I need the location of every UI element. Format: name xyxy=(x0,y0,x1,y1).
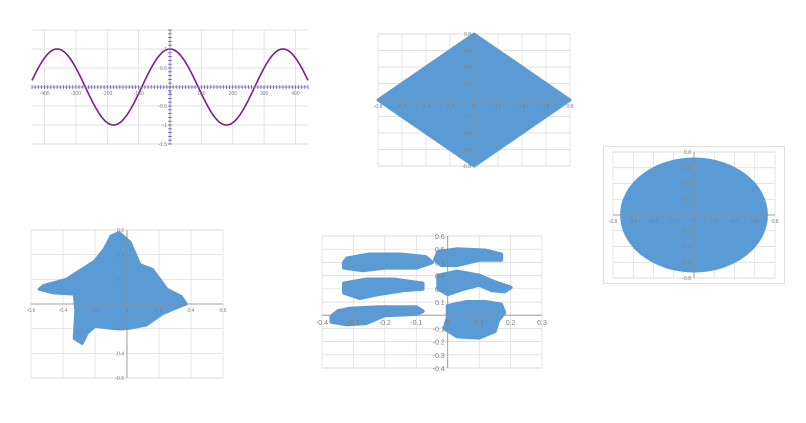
y-tick-label: 0.2 xyxy=(464,82,471,88)
y-tick-label: 0.4 xyxy=(117,253,124,259)
y-tick-label: 0.4 xyxy=(684,182,691,188)
y-tick-label: 0.2 xyxy=(684,197,691,203)
x-tick-label: 0.2 xyxy=(495,104,502,110)
y-tick-label: 0.5 xyxy=(435,247,445,254)
x-tick-label: 0 xyxy=(473,104,476,110)
y-tick-label: -0.5 xyxy=(158,104,167,110)
x-tick-label: -0.6 xyxy=(629,219,638,225)
x-tick-label: -0.1 xyxy=(410,320,422,327)
blob-area-1 xyxy=(37,230,188,345)
y-tick-label: -0.2 xyxy=(682,229,691,235)
x-tick-label: 0.2 xyxy=(156,308,163,314)
sine-chart: -400 -300 -200 -100 0 100 200 300 400 -1.5 -1 -0.5 0… xyxy=(31,29,309,148)
x-tick-label: 0.3 xyxy=(537,320,547,327)
x-tick-label: -0.6 xyxy=(27,308,36,314)
x-tick-label: 0.6 xyxy=(220,308,227,314)
y-tick-label: 0.2 xyxy=(117,277,124,283)
y-tick-label: -1.5 xyxy=(158,142,167,148)
y-tick-label: -1 xyxy=(163,123,168,129)
x-tick-label: 0.4 xyxy=(188,308,195,314)
x-tick-label: 0 xyxy=(126,308,129,314)
x-tick-label: 0 xyxy=(693,219,696,225)
x-tick-label: 0.8 xyxy=(567,104,574,110)
x-tick-label: 0.6 xyxy=(543,104,550,110)
y-tick-label: -0.4 xyxy=(433,366,445,373)
x-tick-label: 0.2 xyxy=(506,320,516,327)
y-tick-label: -0.1 xyxy=(433,326,445,333)
x-tick-label: -100 xyxy=(134,91,144,97)
y-tick-label: 0.8 xyxy=(684,150,691,156)
y-tick-label: 0.8 xyxy=(464,32,471,38)
x-tick-label: 200 xyxy=(229,91,238,97)
y-tick-label: 0.6 xyxy=(117,228,124,234)
y-tick-label: -0.2 xyxy=(115,327,124,333)
y-tick-label: 1 xyxy=(164,47,167,53)
x-tick-label: -0.4 xyxy=(316,320,328,327)
x-tick-label: 400 xyxy=(291,91,300,97)
x-tick-label: -0.6 xyxy=(398,104,407,110)
y-tick-label: 0.4 xyxy=(435,260,445,267)
y-tick-label: 0.3 xyxy=(435,274,445,281)
y-tick-label: -0.6 xyxy=(682,260,691,266)
x-tick-label: 0 xyxy=(446,320,450,327)
y-tick-label: 0.6 xyxy=(464,49,471,55)
pieces-area-6 xyxy=(442,300,507,340)
x-tick-label: 0 xyxy=(169,91,172,97)
y-tick-label: 0.2 xyxy=(435,287,445,294)
pieces-area-4 xyxy=(436,269,513,297)
y-tick-label: -0.4 xyxy=(115,351,124,357)
x-tick-label: -0.4 xyxy=(422,104,431,110)
y-tick-label: 0.1 xyxy=(435,300,445,307)
y-tick-label: -0.6 xyxy=(462,148,471,154)
y-tick-label: 0.5 xyxy=(160,66,167,72)
x-tick-label: 0.6 xyxy=(751,219,758,225)
pieces-chart: -0.4 -0.3 -0.2 -0.1 0 0.1 0.2 0.30.60.50.40.30.… xyxy=(316,234,547,373)
x-tick-label: 0.4 xyxy=(731,219,738,225)
x-tick-label: -0.8 xyxy=(374,104,383,110)
y-tick-label: 0.6 xyxy=(684,166,691,172)
y-tick-label: 0.6 xyxy=(435,234,445,241)
y-tick-label: -0.2 xyxy=(462,115,471,121)
y-tick-label: -0.6 xyxy=(115,376,124,382)
x-tick-label: -200 xyxy=(102,91,112,97)
pieces-area-2 xyxy=(433,247,504,268)
x-tick-label: 0.4 xyxy=(519,104,526,110)
x-tick-label: 0.1 xyxy=(474,320,484,327)
x-tick-label: 100 xyxy=(197,91,206,97)
x-tick-label: -0.2 xyxy=(91,308,100,314)
pieces-area-5 xyxy=(329,305,425,327)
y-tick-label: -0.2 xyxy=(433,340,445,347)
y-tick-label: -0.4 xyxy=(682,245,691,251)
y-tick-label: -0.4 xyxy=(462,131,471,137)
x-tick-label: -400 xyxy=(40,91,50,97)
circle-chart: -0.8 -0.6 -0.4 -0.2 0 0.2 0.4 0.6 0.80.80.60.40.… xyxy=(603,146,785,284)
y-tick-label: -0.3 xyxy=(433,353,445,360)
x-tick-label: -0.4 xyxy=(649,219,658,225)
x-tick-label: 0.8 xyxy=(772,219,779,225)
x-tick-label: -0.4 xyxy=(59,308,68,314)
y-tick-label: 0.4 xyxy=(464,65,471,71)
x-tick-label: -300 xyxy=(71,91,81,97)
y-tick-label: -0.8 xyxy=(462,164,471,170)
x-tick-label: -0.8 xyxy=(609,219,618,225)
pieces-area-1 xyxy=(342,252,434,273)
x-tick-label: -0.2 xyxy=(446,104,455,110)
x-tick-label: 300 xyxy=(260,91,269,97)
blob-chart: -0.6 -0.4 -0.2 0 0.2 0.4 0.6 0.6 0.4 0.2 -0.2 -0.4 -… xyxy=(27,228,227,382)
y-tick-label: -0.8 xyxy=(682,276,691,282)
x-tick-label: -0.2 xyxy=(669,219,678,225)
x-tick-label: -0.2 xyxy=(379,320,391,327)
pieces-area-3 xyxy=(342,277,425,301)
x-tick-label: 0.2 xyxy=(711,219,718,225)
x-tick-label: -0.3 xyxy=(347,320,359,327)
diamond-chart: -0.8 -0.6 -0.4 -0.2 0 0.2 0.4 0.6 0.80.80.60.40.… xyxy=(374,32,574,170)
